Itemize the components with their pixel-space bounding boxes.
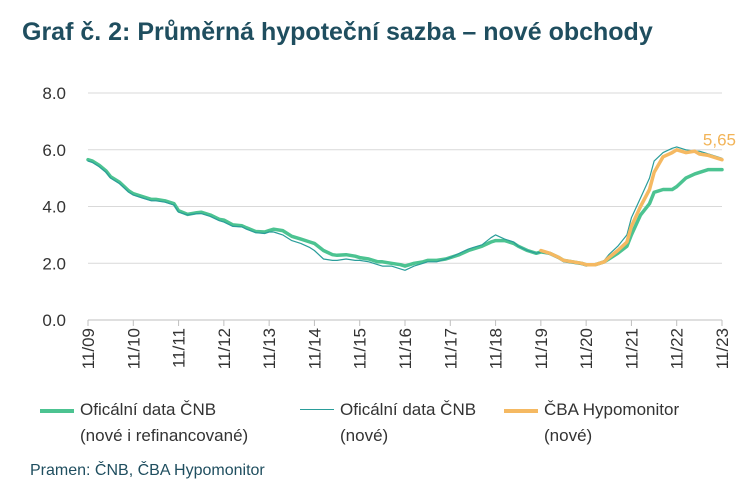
x-tick-label: 11/12 [215,328,234,369]
x-tick-label: 11/22 [668,328,687,369]
grid-lines [88,92,722,321]
x-tick-label: 11/14 [305,328,324,369]
y-tick-label: 6.0 [42,141,66,160]
chart-title: Graf č. 2: Průměrná hypoteční sazba – no… [22,18,653,46]
legend-swatch-official-all [40,409,74,413]
legend-label-hypomonitor-1: ČBA Hypomonitor [544,400,680,419]
y-tick-labels: 0.0 2.0 4.0 6.0 8.0 [42,84,66,330]
y-tick-label: 8.0 [42,84,66,103]
series-line-hypomonitor [539,148,724,267]
x-tick-label: 11/13 [260,328,279,369]
y-tick-label: 0.0 [42,311,66,330]
series-line-official-new [87,146,723,271]
x-tick-label: 11/19 [532,328,551,369]
x-axis [87,319,723,326]
y-tick-label: 2.0 [42,254,66,273]
line-chart: 0.0 2.0 4.0 6.0 8.0 11/09 11/10 11/11 11/12 11/1… [42,84,736,369]
x-tick-label: 11/11 [170,328,189,368]
legend-label-hypomonitor-2: (nové) [544,426,593,445]
end-value-label: 5,65 [703,131,736,150]
x-tick-label: 11/18 [487,328,506,369]
x-tick-label: 11/20 [577,328,596,369]
x-tick-label: 11/23 [713,328,732,369]
x-tick-label: 11/10 [124,328,143,369]
series-line-official-all [86,157,724,268]
legend-swatch-official-new [300,409,334,410]
legend-label-official-new-2: (nové) [340,426,389,445]
source-note: Pramen: ČNB, ČBA Hypomonitor [30,462,265,479]
legend-swatch-hypomonitor [504,409,538,413]
x-tick-labels: 11/09 11/10 11/11 11/12 11/13 11/14 11/15 11/16… [79,328,732,369]
x-tick-label: 11/17 [441,328,460,369]
legend-label-official-new-1: Oficální data ČNB [340,400,477,419]
legend: Oficální data ČNB (nové i refinancované)… [40,398,740,454]
x-tick-label: 11/16 [396,328,415,369]
x-tick-label: 11/21 [622,328,641,369]
x-tick-label: 11/09 [79,328,98,369]
legend-label-official-all-2: (nové i refinancované) [80,426,249,445]
y-tick-label: 4.0 [42,198,66,217]
legend-label-official-all-1: Oficální data ČNB [80,400,217,419]
x-tick-label: 11/15 [351,328,370,369]
series-lines [86,146,724,271]
